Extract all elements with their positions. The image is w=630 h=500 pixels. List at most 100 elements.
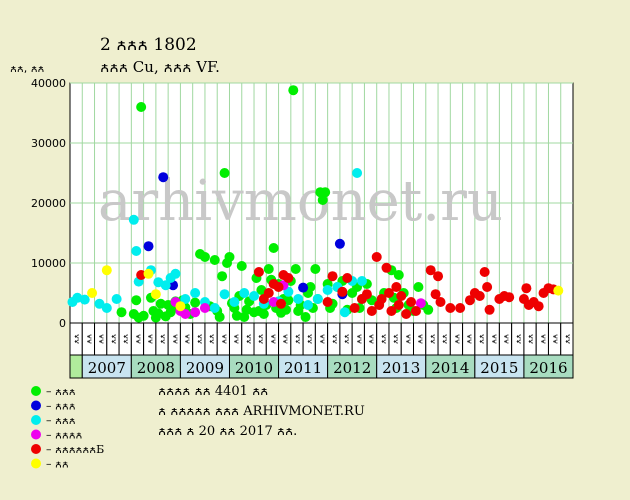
data-point — [312, 294, 323, 304]
y-axis-label: ꙉꙉ, ꙉꙉ — [10, 62, 44, 75]
data-point — [356, 276, 367, 286]
data-point — [101, 303, 112, 313]
data-point — [199, 252, 210, 262]
quarter-label: ꙉꙉ — [342, 334, 351, 344]
footnote: ꙉꙉꙉ ꙉ 20 ꙉꙉ 2017 ꙉꙉ. — [158, 424, 297, 439]
footnote: ꙉꙉꙉꙉ ꙉꙉ 4401 ꙉꙉ — [158, 384, 268, 399]
quarter-label: ꙉꙉ — [72, 334, 81, 344]
quarter-label: ꙉꙉ — [538, 334, 547, 344]
quarter-label: ꙉꙉ — [195, 334, 204, 344]
legend-marker — [31, 386, 41, 396]
data-point — [209, 255, 220, 265]
quarter-label: ꙉꙉ — [379, 334, 388, 344]
data-point — [433, 271, 444, 282]
year-label: 2007 — [88, 359, 126, 377]
quarter-label: ꙉꙉ — [244, 334, 253, 344]
data-point — [317, 195, 328, 205]
quarter-label: ꙉꙉ — [256, 334, 265, 344]
data-point — [158, 172, 169, 183]
quarter-label: ꙉꙉ — [158, 334, 167, 344]
data-point — [273, 282, 284, 292]
data-point — [349, 303, 360, 313]
legend-label: – ꙉꙉ — [46, 458, 69, 471]
data-point — [366, 306, 377, 316]
data-point — [386, 306, 397, 316]
quarter-label: ꙉꙉ — [170, 334, 179, 344]
data-point — [393, 270, 404, 280]
data-point — [352, 168, 363, 178]
legend-label: – ꙉꙉꙉ — [46, 414, 76, 427]
data-point — [464, 295, 475, 306]
data-point — [214, 312, 225, 322]
data-point — [293, 294, 304, 304]
data-point — [155, 298, 166, 309]
chart-subtitle: ꙉꙉꙉ Cu, ꙉꙉꙉ VF. — [100, 58, 220, 76]
quarter-label: ꙉꙉ — [428, 334, 437, 344]
data-point — [413, 282, 424, 292]
data-point — [305, 282, 316, 292]
data-point — [361, 289, 372, 300]
quarter-label: ꙉꙉ — [318, 334, 327, 344]
data-point — [131, 295, 142, 306]
data-point — [303, 300, 314, 310]
legend-marker — [31, 458, 41, 469]
year-label: 2016 — [529, 359, 567, 377]
quarter-label: ꙉꙉ — [502, 334, 511, 344]
data-point — [224, 252, 235, 262]
data-point — [231, 310, 242, 321]
data-point — [376, 294, 387, 304]
quarter-label: ꙉꙉ — [84, 334, 93, 344]
data-point — [258, 309, 269, 319]
data-point — [209, 303, 220, 313]
quarter-label: ꙉꙉ — [465, 334, 474, 344]
legend-marker — [31, 444, 41, 454]
data-point — [521, 283, 532, 294]
data-point — [445, 303, 456, 313]
y-tick-label: 40000 — [31, 77, 66, 90]
data-point — [553, 285, 564, 296]
year-label: 2015 — [480, 359, 518, 377]
data-point — [415, 298, 426, 309]
data-point — [236, 261, 247, 271]
quarter-label: ꙉꙉ — [268, 334, 277, 344]
quarter-label: ꙉꙉ — [293, 334, 302, 344]
data-point — [143, 268, 154, 279]
data-point — [217, 271, 228, 282]
data-point — [401, 309, 412, 319]
data-point — [298, 282, 309, 293]
year-label: 2014 — [431, 359, 469, 377]
data-point — [435, 297, 446, 307]
data-point — [180, 294, 191, 304]
data-point — [190, 297, 201, 308]
data-point — [111, 294, 122, 304]
year-label: 2010 — [235, 359, 273, 377]
y-tick-label: 0 — [59, 317, 66, 330]
data-point — [474, 291, 485, 301]
data-point — [136, 270, 147, 280]
data-point — [300, 312, 311, 322]
data-point — [263, 264, 274, 274]
data-point — [190, 307, 201, 318]
data-point — [229, 297, 240, 307]
data-point — [482, 282, 493, 292]
legend-marker — [31, 400, 41, 411]
data-point — [334, 238, 345, 249]
data-point — [393, 300, 404, 310]
quarter-label: ꙉꙉ — [133, 334, 142, 344]
quarter-label: ꙉꙉ — [440, 334, 449, 344]
year-label: 2012 — [333, 359, 371, 377]
quarter-label: ꙉꙉ — [403, 334, 412, 344]
year-cell — [523, 354, 574, 379]
data-point — [180, 309, 191, 319]
data-point — [143, 241, 154, 252]
data-point — [410, 306, 421, 316]
data-point — [381, 262, 392, 273]
data-point — [249, 291, 260, 301]
data-point — [288, 85, 299, 96]
quarter-label: ꙉꙉ — [97, 334, 106, 344]
data-point — [94, 298, 105, 309]
data-point — [310, 264, 321, 274]
quarter-label: ꙉꙉ — [551, 334, 560, 344]
data-point — [383, 288, 394, 298]
